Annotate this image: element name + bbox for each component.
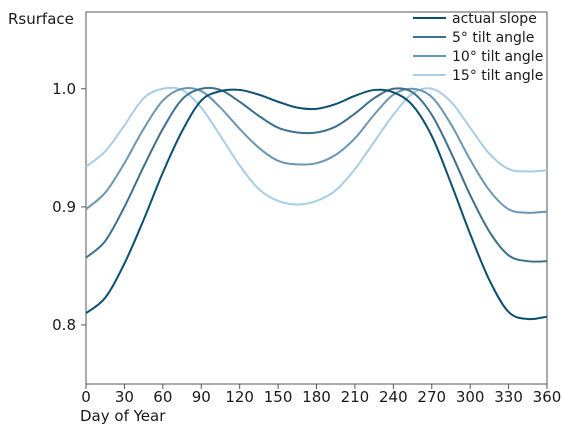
x-tick-label: 240 [379, 388, 408, 406]
series-lines [85, 86, 548, 321]
x-tick-label: 210 [341, 388, 370, 406]
series-line-3 [85, 86, 548, 206]
x-tick-label: 30 [115, 388, 134, 406]
legend-label: 15° tilt angle [452, 68, 543, 84]
x-tick-label: 300 [456, 388, 485, 406]
x-tick-label: 360 [533, 388, 562, 406]
y-axis-title: Rsurface [8, 10, 74, 28]
x-tick-label: 90 [192, 388, 211, 406]
series-line-2 [85, 86, 548, 214]
legend: actual slope 5° tilt angle 10° tilt angle 1… [413, 11, 543, 84]
axes: 0 30 60 90 120 150 180 210 240 270 300 330 360 0.8 0.9… [52, 11, 562, 406]
x-tick-label: 0 [81, 388, 91, 406]
x-tick-label: 60 [153, 388, 172, 406]
y-tick-label: 0.8 [52, 316, 76, 334]
y-tick-label: 0.9 [52, 198, 76, 216]
x-tick-label: 180 [302, 388, 331, 406]
y-tick-label: 1.0 [52, 80, 76, 98]
legend-label: 10° tilt angle [452, 49, 543, 65]
x-tick-label: 270 [417, 388, 446, 406]
x-tick-label: 120 [225, 388, 254, 406]
series-line-1 [85, 86, 548, 263]
x-axis-title: Day of Year [80, 407, 166, 425]
series-line-0 [85, 88, 548, 321]
legend-label: actual slope [452, 11, 537, 27]
x-tick-label: 150 [264, 388, 293, 406]
x-tick-label: 330 [494, 388, 523, 406]
legend-label: 5° tilt angle [452, 30, 534, 46]
